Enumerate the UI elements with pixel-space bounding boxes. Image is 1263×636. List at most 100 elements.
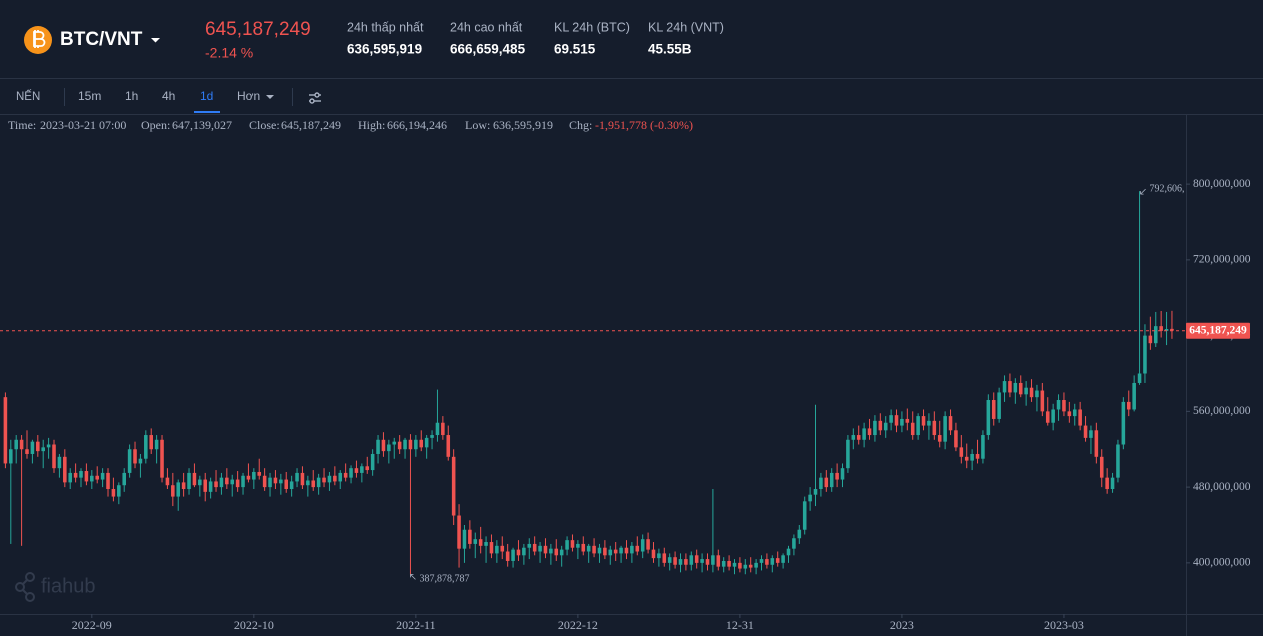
candle-body: [624, 547, 629, 554]
dropdown-arrow: [266, 95, 274, 99]
candle-body: [538, 545, 542, 552]
candle-body: [397, 441, 402, 450]
candle-body: [576, 543, 580, 548]
candle-body: [1143, 335, 1147, 374]
candle-body: [338, 472, 343, 482]
candle-body: [954, 430, 958, 448]
candle-body: [1170, 328, 1174, 331]
candle-body: [570, 540, 575, 548]
candle-body: [1008, 381, 1012, 393]
candle-body: [111, 489, 116, 497]
candle-body: [30, 441, 35, 454]
candle-body: [1094, 430, 1099, 457]
candle-body: [592, 545, 596, 554]
candle-body: [770, 558, 775, 565]
more-intervals[interactable]: Hơn: [237, 89, 260, 103]
stat-label: 24h cao nhất: [450, 20, 523, 34]
candle-body: [932, 420, 937, 436]
candle-body: [219, 477, 224, 488]
interval-button[interactable]: 4h: [162, 89, 175, 103]
candle-body: [792, 538, 796, 549]
candle-body: [646, 539, 650, 550]
interval-button[interactable]: 1d: [200, 89, 213, 103]
symbol[interactable]: BTC/VNT: [60, 29, 143, 50]
x-tick-label: 2022-12: [558, 618, 598, 632]
candle-body: [927, 420, 931, 426]
logo-dot: [25, 592, 35, 602]
candle-body: [424, 437, 429, 448]
candle-body: [36, 441, 40, 452]
symbol-selector[interactable]: BTC/VNT: [24, 26, 160, 54]
candle-body: [100, 472, 105, 480]
candle-body: [689, 555, 694, 565]
info-value: 2023-03-21 07:00: [40, 118, 126, 132]
candle-body: [41, 447, 45, 452]
candle-body: [1110, 477, 1115, 490]
candle-body: [1121, 401, 1126, 445]
info-label: Low:: [465, 118, 490, 132]
x-tick-label: 2023-03: [1044, 618, 1084, 632]
ohlc-info: Time: 2023-03-21 07:00 Open: 647,139,027 Clo…: [8, 118, 693, 132]
candle-body: [138, 458, 143, 464]
candle-body: [554, 548, 559, 556]
candle-body: [457, 515, 461, 549]
candle-body: [684, 559, 688, 565]
candle-body: [381, 439, 386, 452]
candle-body: [316, 477, 321, 488]
chart-type[interactable]: NẾN: [16, 90, 40, 103]
candle-body: [1105, 477, 1109, 490]
interval-button[interactable]: 1h: [125, 89, 138, 103]
candle-body: [1067, 411, 1072, 417]
toolbar: NẾN Hơn 15m 1h 4h 1d: [16, 88, 321, 113]
stat-value: 666,659,485: [450, 42, 526, 57]
settings-icon[interactable]: [309, 92, 321, 104]
info-value: 647,139,027: [172, 118, 232, 132]
y-tick-label: 400,000,000: [1193, 557, 1251, 569]
candle-body: [657, 553, 661, 559]
info-value: 636,595,919: [493, 118, 553, 132]
candle-body: [970, 453, 974, 461]
candle-body: [565, 540, 569, 550]
icon-knob: [309, 98, 315, 104]
candle-body: [1132, 382, 1136, 410]
low-annotation: 387,878,787: [419, 574, 469, 585]
candle-body: [262, 475, 267, 488]
candle-body: [862, 428, 866, 440]
candle-body: [711, 555, 715, 565]
candle-body: [306, 480, 310, 486]
candle-body: [133, 449, 137, 464]
candle-body: [300, 472, 305, 486]
info-value: 645,187,249: [281, 118, 341, 132]
candle-body: [700, 559, 704, 563]
candle-body: [127, 449, 132, 473]
candle-body: [343, 472, 348, 478]
candle-body: [727, 560, 731, 567]
x-tick-label: 2022-10: [234, 618, 274, 632]
candle-body: [268, 477, 272, 488]
candle-body: [543, 545, 548, 554]
candle-body: [900, 418, 904, 426]
candle-body: [527, 543, 532, 548]
candle-body: [1062, 400, 1066, 412]
candle-body: [241, 475, 245, 488]
candle-body: [694, 555, 699, 563]
candle-body: [851, 435, 856, 440]
interval-button[interactable]: 15m: [78, 89, 101, 103]
candle-body: [387, 444, 391, 452]
candle-body: [905, 418, 910, 423]
btc-glyph: [33, 30, 46, 48]
candle-body: [203, 479, 208, 492]
info-label: High:: [358, 118, 385, 132]
candle-body: [1013, 382, 1018, 393]
candle-body: [743, 564, 748, 569]
candle-body: [68, 472, 72, 483]
candle-body: [748, 564, 753, 568]
candle-body: [1024, 387, 1028, 395]
watermark: fiahub: [15, 572, 96, 602]
candle-body: [25, 449, 29, 454]
candle-body: [873, 420, 877, 436]
candle-body: [79, 471, 83, 478]
candle-body: [883, 422, 888, 431]
candle-body: [230, 479, 235, 485]
candle-body: [192, 472, 197, 486]
